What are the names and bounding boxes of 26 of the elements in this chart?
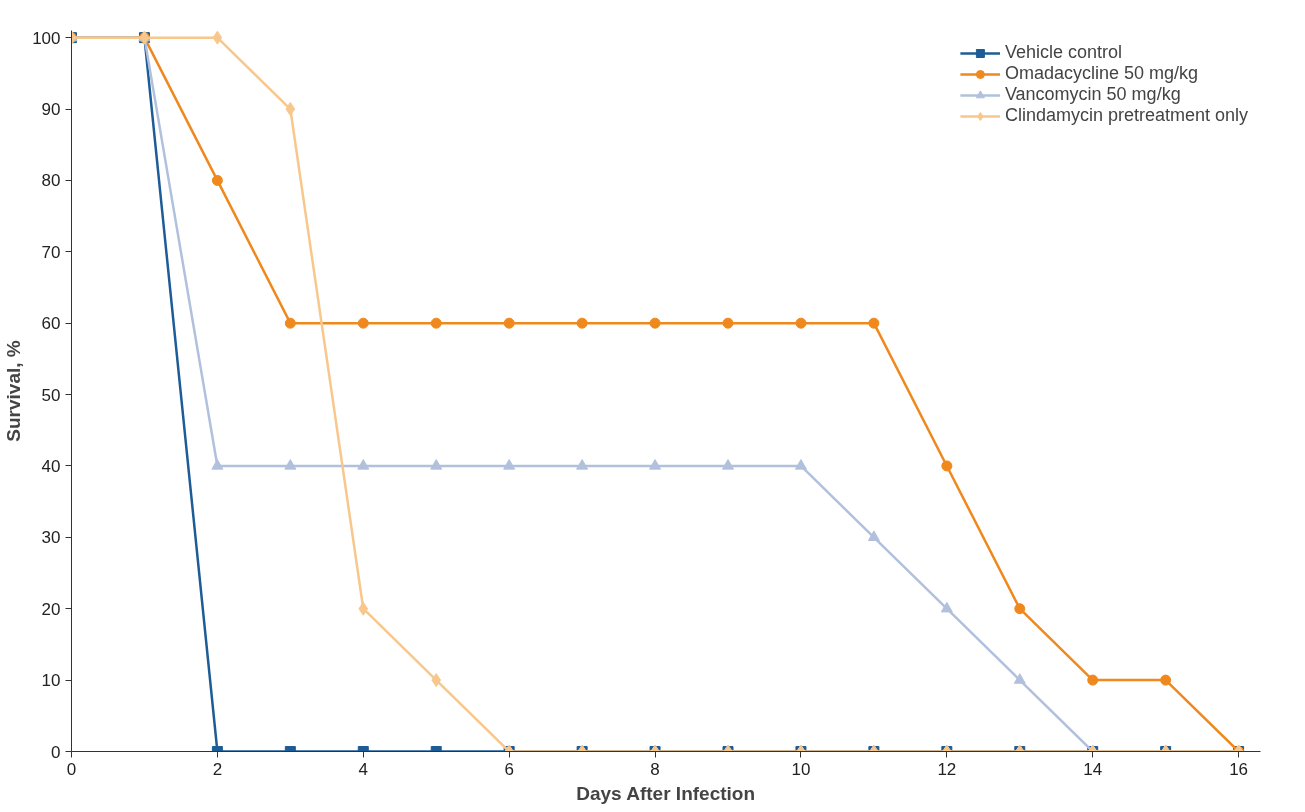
x-tick-label: 10 [791, 759, 811, 779]
x-tick-label: 16 [1229, 759, 1249, 779]
y-axis-title: Survival, % [3, 340, 25, 442]
y-tick-label: 0 [51, 742, 61, 762]
y-tick-label: 50 [41, 385, 61, 405]
x-tick-label: 14 [1083, 759, 1103, 779]
y-tick-label: 10 [41, 671, 61, 691]
y-tick-label: 100 [32, 28, 61, 48]
x-tick-label: 8 [650, 759, 660, 779]
x-tick-label: 2 [212, 759, 223, 779]
legend-label: Omadacycline 50 mg/kg [1004, 63, 1198, 84]
legend-label: Vehicle control [1004, 42, 1122, 63]
x-tick-label: 12 [937, 759, 957, 779]
x-axis-title: Days After Infection [576, 782, 756, 804]
y-tick-label: 70 [41, 242, 61, 262]
y-tick-label: 30 [41, 528, 61, 548]
y-tick-label: 20 [41, 599, 61, 619]
y-tick-label: 60 [41, 314, 61, 334]
x-tick-label: 6 [504, 759, 514, 779]
legend-label: Clindamycin pretreatment only [1004, 105, 1248, 126]
x-tick-label: 0 [66, 759, 77, 779]
x-tick-label: 4 [358, 759, 369, 779]
y-tick-label: 90 [41, 100, 61, 120]
legend-label: Vancomycin 50 mg/kg [1004, 84, 1181, 105]
y-tick-label: 40 [41, 456, 61, 476]
y-tick-label: 80 [41, 171, 61, 191]
